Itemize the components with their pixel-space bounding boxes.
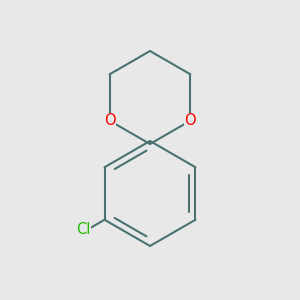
Text: Cl: Cl [76,222,90,237]
Text: O: O [184,113,196,128]
Text: O: O [104,113,116,128]
